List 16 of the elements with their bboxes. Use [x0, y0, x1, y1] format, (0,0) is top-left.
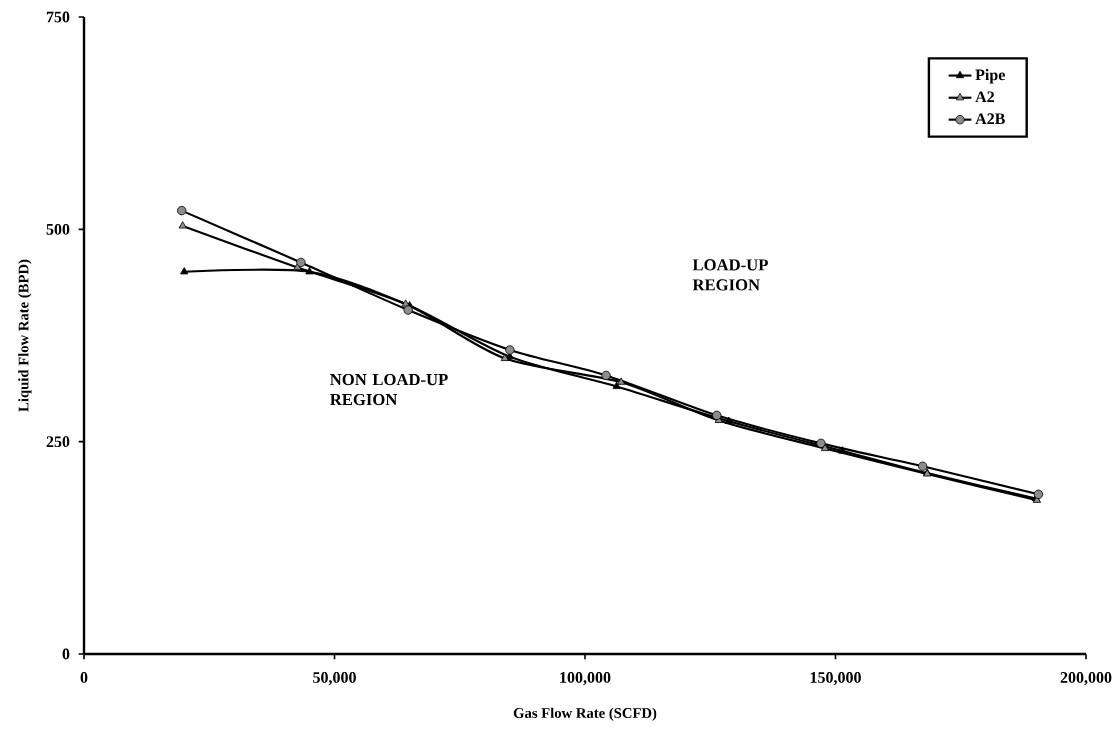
y-axis-title: Liquid Flow Rate (BPD) [18, 259, 32, 412]
y-tick-label: 250 [46, 436, 70, 448]
x-tick-label: 200,000 [1060, 672, 1112, 686]
x-tick-label: 50,000 [313, 672, 356, 686]
annotation: LOAD-UP REGION [692, 259, 768, 291]
legend-label: A2B [975, 113, 1005, 124]
annotation: NON LOAD-UP REGION [330, 373, 448, 406]
x-tick-label: 150,000 [810, 672, 861, 686]
legend-label: A2 [975, 91, 994, 103]
legend-label: Pipe [975, 68, 1005, 84]
x-tick-label: 100,000 [560, 672, 611, 686]
x-tick-label: 0 [80, 672, 88, 683]
y-tick-label: 500 [46, 223, 70, 235]
x-axis-title: Gas Flow Rate (SCFD) [513, 707, 657, 721]
y-tick-label: 750 [46, 11, 70, 23]
y-tick-label: 0 [62, 648, 70, 660]
